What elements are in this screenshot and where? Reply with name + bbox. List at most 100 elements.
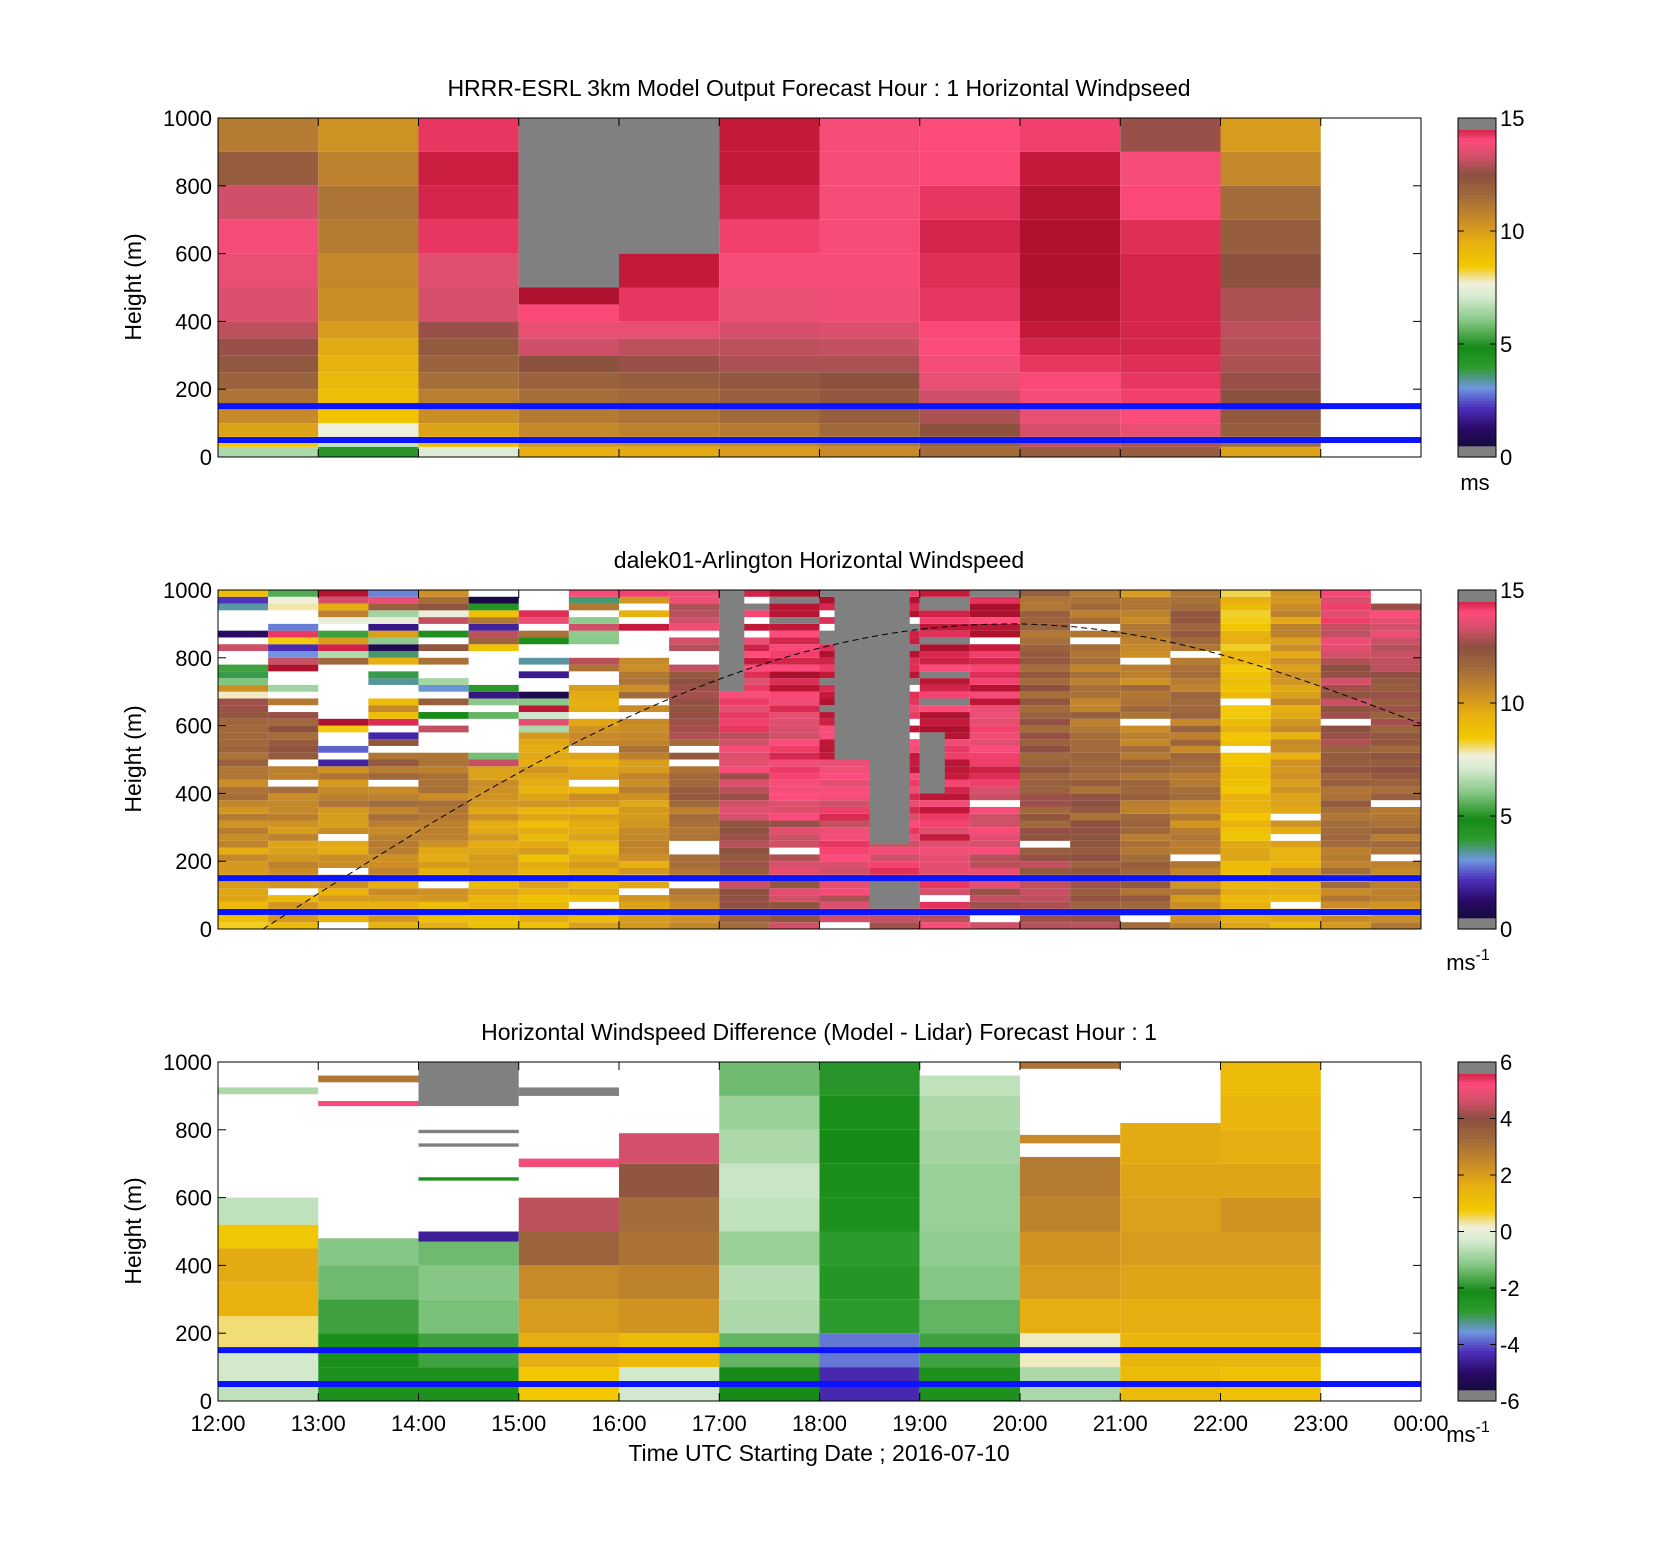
heatmap-cell — [1370, 806, 1421, 814]
heatmap-cell — [1220, 185, 1321, 220]
heatmap-cell — [1070, 901, 1121, 909]
colorbar-segment — [1458, 185, 1496, 190]
heatmap-cell — [1020, 1197, 1121, 1232]
heatmap-cell — [669, 793, 720, 801]
colorbar-segment — [1458, 423, 1496, 427]
heatmap-cell — [619, 287, 720, 322]
heatmap-cell — [969, 623, 1020, 631]
heatmap-cell — [719, 1299, 820, 1334]
heatmap-cell — [619, 1163, 720, 1198]
heatmap-cell — [368, 834, 419, 841]
colorbar-segment — [1458, 1392, 1496, 1396]
colorbar-segment — [1458, 821, 1496, 826]
heatmap-cell — [218, 423, 319, 437]
heatmap-cell — [919, 623, 970, 631]
colorbar-segment — [1458, 177, 1496, 181]
colorbar-segment — [1458, 638, 1496, 642]
colorbar-segment — [1458, 598, 1496, 602]
heatmap-cell — [619, 820, 670, 828]
colorbar-segment — [1458, 849, 1496, 854]
colorbar-segment — [1458, 1293, 1496, 1298]
heatmap-cell — [619, 800, 670, 807]
heatmap-cell — [1070, 834, 1121, 841]
heatmap-cell — [669, 773, 720, 780]
heatmap-cell — [418, 1241, 519, 1266]
heatmap-cell — [1120, 355, 1221, 373]
colorbar-segment — [1458, 332, 1496, 337]
heatmap-cell — [368, 793, 419, 801]
colorbar-segment — [1458, 686, 1496, 690]
heatmap-cell — [1270, 793, 1321, 801]
colorbar-segment — [1458, 1118, 1496, 1122]
colorbar-segment — [1458, 1313, 1496, 1317]
heatmap-cell — [969, 603, 1020, 611]
heatmap-cell — [1220, 800, 1271, 807]
heatmap-cell — [468, 847, 519, 855]
colorbar-segment — [1458, 123, 1496, 128]
heatmap-cell — [568, 664, 619, 672]
heatmap-cell — [1070, 827, 1121, 835]
heatmap-cell — [418, 806, 469, 814]
colorbar-segment — [1458, 329, 1496, 334]
colorbar-segment — [1458, 717, 1496, 721]
heatmap-cell — [1120, 854, 1171, 862]
colorbar-segment — [1458, 626, 1496, 631]
heatmap-cell — [1270, 759, 1321, 767]
heatmap-cell — [719, 867, 770, 875]
colorbar-segment — [1458, 454, 1496, 458]
colorbar-segment — [1458, 363, 1496, 368]
heatmap-cell — [1020, 372, 1121, 390]
heatmap-cell — [318, 1238, 419, 1266]
heatmap-cell — [1370, 922, 1421, 929]
heatmap-cell — [1370, 691, 1421, 699]
colorbar-tick-label: -6 — [1500, 1389, 1520, 1414]
y-tick-label: 200 — [175, 1321, 212, 1346]
colorbar-segment — [1458, 256, 1496, 260]
colorbar-segment — [1458, 1177, 1496, 1182]
heatmap-cell — [218, 691, 269, 699]
colorbar-segment — [1458, 1321, 1496, 1326]
heatmap-cell — [568, 888, 619, 896]
heatmap-cell — [1170, 834, 1221, 841]
heatmap-cell — [468, 644, 519, 652]
heatmap-cell — [819, 118, 920, 152]
heatmap-cell — [719, 813, 770, 821]
heatmap-cell — [919, 1129, 1020, 1164]
heatmap-cell — [418, 338, 519, 356]
heatmap-cell — [318, 718, 369, 726]
heatmap-cell — [1370, 610, 1421, 618]
heatmap-cell — [318, 355, 419, 373]
heatmap-cell — [919, 603, 970, 611]
heatmap-cell — [969, 861, 1020, 868]
colorbar-segment — [1458, 290, 1496, 294]
heatmap-cell — [1370, 664, 1421, 672]
heatmap-cell — [1170, 847, 1221, 855]
colorbar-segment — [1458, 239, 1496, 243]
colorbar-segment — [1458, 1268, 1496, 1272]
heatmap-cell — [418, 725, 469, 733]
heatmap-cell — [568, 766, 619, 774]
x-tick-label: 18:00 — [792, 1411, 847, 1436]
heatmap-cell — [769, 644, 820, 652]
heatmap-cell — [518, 705, 569, 713]
heatmap-cell — [919, 389, 1020, 407]
heatmap-cell — [669, 922, 720, 929]
y-tick-label: 400 — [175, 1253, 212, 1278]
colorbar-segment — [1458, 369, 1496, 373]
heatmap-cell — [1220, 423, 1321, 437]
heatmap-cell — [719, 705, 770, 713]
heatmap-cell — [669, 664, 720, 672]
colorbar-segment — [1458, 618, 1496, 622]
colorbar-segment — [1458, 807, 1496, 811]
colorbar-segment — [1458, 208, 1496, 212]
heatmap-cell — [1120, 644, 1171, 652]
heatmap-cell — [368, 657, 419, 665]
heatmap-cell — [669, 698, 720, 706]
heatmap-cell — [969, 691, 1020, 699]
colorbar-segment — [1458, 324, 1496, 328]
heatmap-cell — [1070, 867, 1121, 875]
heatmap-cell — [518, 759, 569, 767]
heatmap-cell — [418, 867, 469, 875]
colorbar-segment — [1458, 428, 1496, 433]
heatmap-cell — [218, 915, 269, 923]
